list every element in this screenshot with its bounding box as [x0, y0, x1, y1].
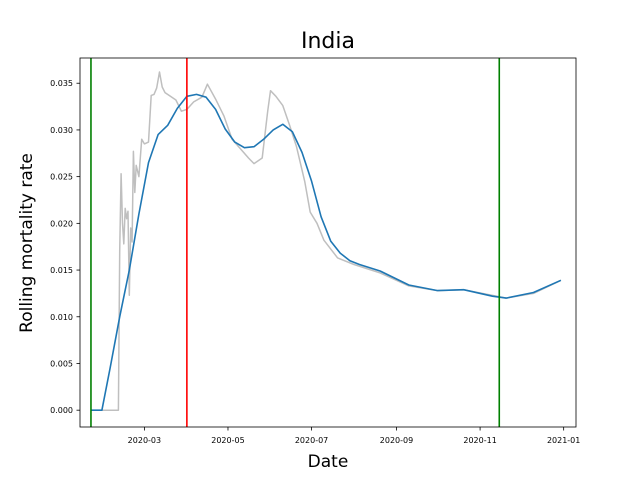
x-tick-label: 2021-01	[547, 436, 580, 445]
x-tick-label: 2020-03	[128, 436, 161, 445]
y-tick-label: 0.015	[50, 266, 73, 275]
axes-frame	[79, 57, 577, 428]
y-tick-label: 0.035	[50, 79, 73, 88]
x-tick-label: 2020-11	[463, 436, 496, 445]
y-tick-label: 0.005	[50, 359, 73, 368]
y-tick-label: 0.000	[50, 406, 73, 415]
y-axis-label: Rolling mortality rate	[17, 153, 37, 333]
y-tick-label: 0.020	[50, 219, 73, 228]
smoothed-rate-line	[91, 93, 562, 411]
y-tick-label: 0.010	[50, 313, 73, 322]
y-tick-label: 0.030	[50, 126, 73, 135]
plot-area: 2020-03 2020-05 2020-07 2020-09 2020-11 2021-…	[50, 57, 580, 445]
chart-title: India	[301, 29, 355, 54]
x-tick-label: 2020-07	[295, 436, 328, 445]
x-axis-label: Date	[308, 452, 349, 472]
raw-rate-line	[91, 71, 562, 411]
x-tick-label: 2020-09	[380, 436, 413, 445]
y-tick-label: 0.025	[50, 173, 73, 182]
x-tick-label: 2020-05	[211, 436, 244, 445]
